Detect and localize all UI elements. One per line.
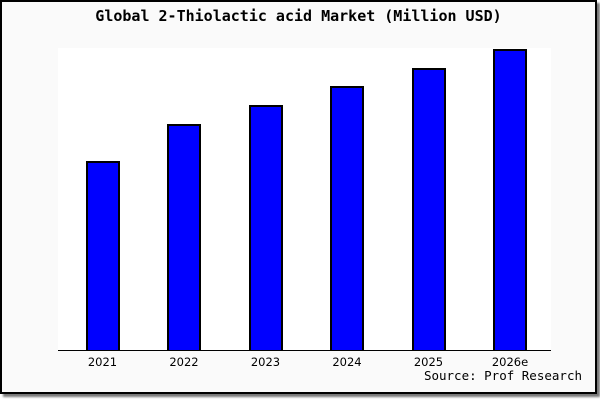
bar-2021 [85, 160, 120, 350]
x-axis-label-2022: 2022 [169, 355, 199, 369]
bar-2023 [248, 104, 283, 350]
x-axis-label-2023: 2023 [250, 355, 281, 369]
x-axis-label-2025: 2025 [413, 355, 444, 369]
x-axis-label-2024: 2024 [332, 355, 362, 369]
bar-2024 [330, 85, 364, 350]
bar-2026e [493, 48, 527, 350]
chart-title: Global 2-Thiolactic acid Market (Million… [95, 7, 502, 25]
plot-area [58, 48, 551, 351]
bar-2025 [411, 67, 446, 350]
source-note: Source: Prof Research [423, 368, 582, 383]
x-axis-label-2026e: 2026e [491, 355, 529, 369]
x-axis-label-2021: 2021 [87, 355, 118, 369]
bar-2022 [167, 123, 201, 350]
